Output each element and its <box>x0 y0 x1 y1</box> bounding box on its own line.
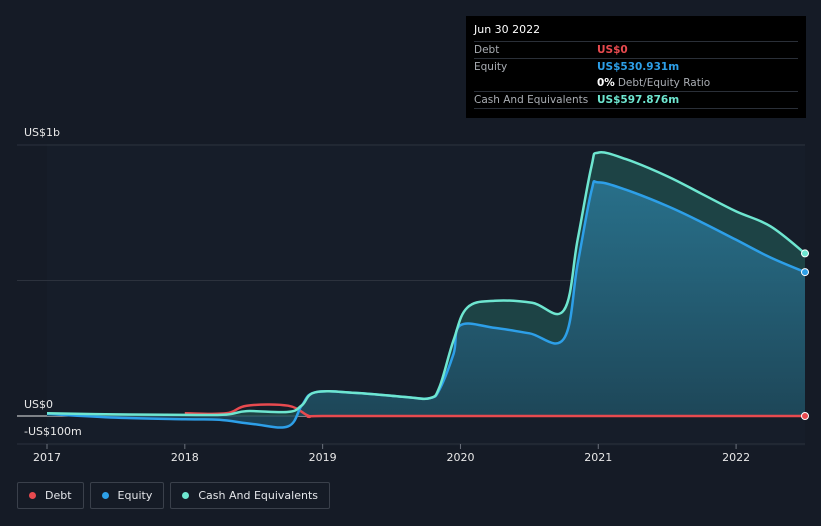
tooltip-ratio: 0% Debt/Equity Ratio <box>597 75 710 91</box>
legend-item-cash[interactable]: Cash And Equivalents <box>170 482 330 509</box>
cash-end-marker <box>801 249 809 258</box>
tooltip-debt-label: Debt <box>474 44 500 56</box>
y-tick-label-zero: US$0 <box>24 398 53 411</box>
tooltip-ratio-label: Debt/Equity Ratio <box>617 77 711 89</box>
chart-legend: Debt Equity Cash And Equivalents <box>17 482 330 509</box>
tooltip-debt-value: US$0 <box>597 44 628 56</box>
y-tick-label-top: US$1b <box>24 126 60 139</box>
series-end-markers <box>801 249 809 420</box>
series-areas <box>47 152 805 428</box>
x-axis: 2017 2018 2019 2020 2021 2022 <box>17 443 805 464</box>
legend-item-debt[interactable]: Debt <box>17 482 84 509</box>
x-tick-label-2020: 2020 <box>446 451 474 464</box>
tooltip-cash-value: US$597.876m <box>597 94 680 106</box>
tooltip-ratio-value: 0% <box>597 77 615 89</box>
legend-equity-dot-icon <box>101 492 109 499</box>
tooltip-row-debt: Debt US$0 <box>474 41 798 58</box>
tooltip-date: Jun 30 2022 <box>474 23 541 36</box>
series-lines <box>46 151 806 429</box>
legend-debt-label: Debt <box>45 489 72 502</box>
tooltip-ratio-spacer <box>474 75 597 91</box>
tooltip: Jun 30 2022 Debt US$0 Equity US$530.931m… <box>466 16 806 118</box>
equity-area <box>47 181 805 428</box>
legend-cash-label: Cash And Equivalents <box>198 489 318 502</box>
debt-end-marker <box>801 412 809 420</box>
legend-equity-label: Equity <box>117 489 153 502</box>
legend-debt-dot-icon <box>29 492 36 499</box>
x-tick-label-2022: 2022 <box>722 451 750 464</box>
legend-item-equity[interactable]: Equity <box>89 482 165 509</box>
y-tick-label-bottom: -US$100m <box>24 425 82 438</box>
debt-line <box>184 403 805 419</box>
cash-line <box>46 151 806 417</box>
x-tick-label-2017: 2017 <box>33 451 61 464</box>
x-tick-label-2019: 2019 <box>309 451 337 464</box>
x-tick-label-2021: 2021 <box>584 451 612 464</box>
tooltip-equity-value: US$530.931m <box>597 61 680 73</box>
tooltip-row-equity: Equity US$530.931m <box>474 58 798 75</box>
tooltip-cash-label: Cash And Equivalents <box>474 94 589 106</box>
x-tick-label-2018: 2018 <box>171 451 199 464</box>
legend-cash-dot-icon <box>182 492 190 499</box>
tooltip-equity-label: Equity <box>474 61 508 73</box>
equity-end-marker <box>801 268 809 277</box>
tooltip-row-cash: Cash And Equivalents US$597.876m <box>474 91 798 109</box>
tooltip-row-ratio: 0% Debt/Equity Ratio <box>474 75 798 91</box>
